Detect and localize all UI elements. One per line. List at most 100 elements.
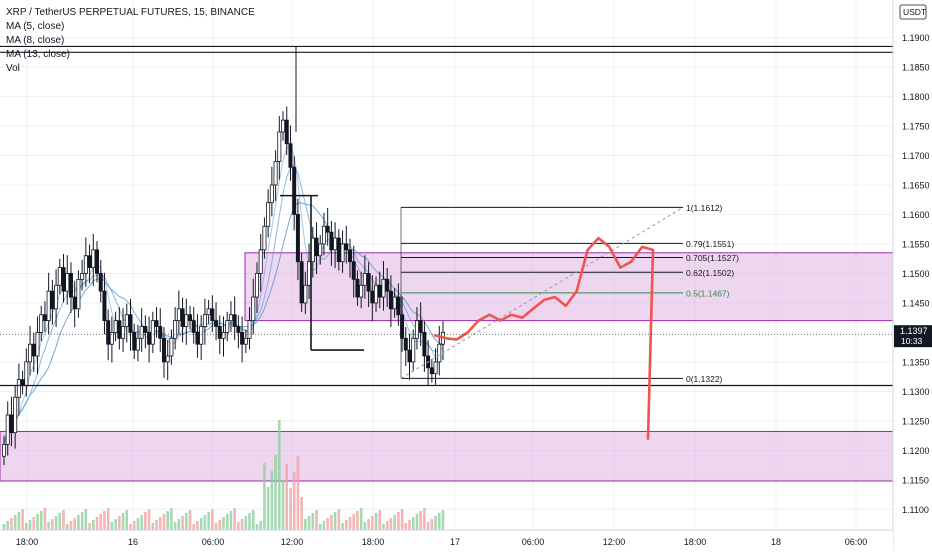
volume-bar xyxy=(352,514,356,530)
volume-bar xyxy=(222,517,225,530)
candle-body xyxy=(262,225,267,251)
volume-bar xyxy=(39,511,43,530)
volume-bar xyxy=(255,524,259,530)
volume-bar xyxy=(129,524,132,530)
fib-label: 0.79(1.1551) xyxy=(686,239,734,249)
y-tick-label: 1.1450 xyxy=(902,298,930,308)
volume-bar xyxy=(132,521,136,530)
indicator-volume[interactable]: Vol xyxy=(6,63,20,74)
candle-body xyxy=(87,255,92,268)
indicator-ma8[interactable]: MA (8, close) xyxy=(6,35,65,46)
volume-bar xyxy=(99,514,103,530)
volume-bar xyxy=(248,513,251,530)
volume-bar xyxy=(211,509,214,530)
fib-label: 0.62(1.1502) xyxy=(686,268,734,278)
volume-bar xyxy=(233,508,236,530)
y-tick-label: 1.1300 xyxy=(902,387,930,397)
candle-body xyxy=(325,225,330,233)
x-tick-label: 18:00 xyxy=(684,537,707,547)
volume-bar xyxy=(25,523,28,530)
candle-body xyxy=(314,237,319,257)
volume-bar xyxy=(173,522,177,530)
volume-bar xyxy=(367,519,370,530)
indicator-ma13[interactable]: MA (13, close) xyxy=(6,49,70,60)
volume-bar xyxy=(281,480,285,530)
candle-body xyxy=(240,332,245,345)
candle-body xyxy=(217,326,222,339)
candle-body xyxy=(254,273,259,298)
candle-body xyxy=(206,308,211,316)
volume-bar xyxy=(32,517,36,530)
volume-bar xyxy=(43,508,47,530)
volume-bar xyxy=(423,508,426,530)
volume-bar xyxy=(177,519,181,530)
fib-trendline xyxy=(400,206,684,379)
volume-bar xyxy=(408,520,411,530)
x-tick-label: 06:00 xyxy=(202,537,225,547)
volume-bar xyxy=(192,524,196,530)
y-tick-label: 1.1200 xyxy=(902,446,930,456)
candle-body xyxy=(147,332,152,345)
currency-label: USDT xyxy=(903,7,926,17)
volume-bar xyxy=(285,464,289,530)
indicator-ma5[interactable]: MA (5, close) xyxy=(6,21,65,32)
plot-area[interactable] xyxy=(0,0,893,530)
candle-body xyxy=(277,131,282,162)
volume-bar xyxy=(237,522,240,530)
candle-body xyxy=(106,320,111,345)
volume-bar xyxy=(151,523,155,530)
time-axis[interactable] xyxy=(0,530,893,550)
candle-body xyxy=(57,267,62,286)
zone-rect[interactable] xyxy=(0,430,894,482)
volume-bar xyxy=(136,518,140,530)
projected-path[interactable] xyxy=(433,236,655,440)
volume-bar xyxy=(371,516,374,530)
candle-body xyxy=(80,273,85,280)
candle-body xyxy=(281,119,286,133)
candle-body xyxy=(72,296,77,310)
candle-body xyxy=(35,332,40,357)
x-tick-label: 17 xyxy=(450,537,460,547)
volume-bar xyxy=(251,510,255,530)
candle-body xyxy=(359,284,364,298)
candle-body xyxy=(20,379,25,386)
volume-bar xyxy=(17,512,21,530)
price-badge xyxy=(894,325,932,348)
candle-body xyxy=(61,267,66,292)
volume-bar xyxy=(103,511,106,530)
candle-body xyxy=(422,332,427,357)
volume-bar xyxy=(289,488,292,530)
candle-body xyxy=(5,414,10,445)
volume-bar xyxy=(95,517,99,530)
candle-body xyxy=(370,290,375,304)
volume-bar xyxy=(382,524,385,530)
volume-bar xyxy=(385,521,389,530)
candle-body xyxy=(54,284,59,310)
candle-body xyxy=(374,284,379,304)
volume-bar xyxy=(6,521,10,530)
volume-bar xyxy=(397,512,400,530)
volume-bar xyxy=(125,510,129,530)
fib-label: 0(1.1322) xyxy=(686,374,723,384)
y-tick-label: 1.1350 xyxy=(902,357,930,367)
x-tick-label: 18:00 xyxy=(362,537,385,547)
price-badge-value: 1.1397 xyxy=(900,326,928,336)
volume-bar xyxy=(28,520,32,530)
y-tick-label: 1.1900 xyxy=(902,33,930,43)
candle-body xyxy=(400,314,405,339)
candle-body xyxy=(128,314,133,333)
candle-body xyxy=(318,243,323,257)
price-axis[interactable] xyxy=(893,0,932,550)
currency-box[interactable] xyxy=(899,4,927,20)
volume-bar xyxy=(62,510,65,530)
volume-bar xyxy=(344,520,348,530)
candle-body xyxy=(429,367,434,375)
volume-bar xyxy=(441,510,445,530)
y-tick-label: 1.1700 xyxy=(902,151,930,161)
candle-body xyxy=(258,249,263,274)
volume-bar xyxy=(296,456,300,530)
volume-bar xyxy=(166,511,169,530)
candle-body xyxy=(28,343,33,363)
